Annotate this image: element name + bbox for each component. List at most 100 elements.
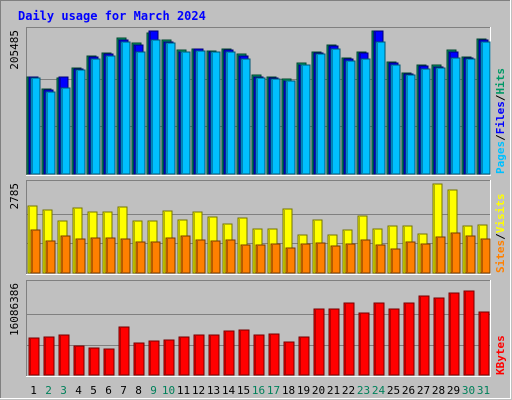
- bar-fill: [448, 292, 460, 376]
- bar-fill: [315, 242, 326, 274]
- bar-kbytes-day-12: [193, 334, 205, 376]
- bar-pages-day-7: [120, 41, 131, 175]
- bar-sites-day-18: [285, 247, 296, 274]
- x-tick-label-day-6: 6: [105, 384, 112, 397]
- bar-fill: [75, 69, 86, 175]
- bar-fill: [225, 51, 236, 175]
- bar-pages-day-11: [180, 51, 191, 175]
- legend-visitors: Sites/Visits: [494, 194, 507, 274]
- bar-sites-day-16: [255, 244, 266, 274]
- bar-pages-day-17: [270, 78, 281, 175]
- x-tick-label-day-8: 8: [135, 384, 142, 397]
- bar-fill: [450, 232, 461, 274]
- bar-sites-day-13: [210, 240, 221, 274]
- bar-kbytes-day-19: [298, 336, 310, 376]
- bar-kbytes-day-31: [478, 311, 490, 376]
- x-tick-label-day-25: 25: [387, 384, 400, 397]
- bar-fill: [418, 295, 430, 376]
- bar-fill: [30, 77, 41, 175]
- bar-fill: [90, 58, 101, 175]
- bar-fill: [180, 51, 191, 175]
- bar-sites-day-10: [165, 237, 176, 274]
- bar-fill: [270, 78, 281, 175]
- x-tick-label-day-15: 15: [237, 384, 250, 397]
- bar-fill: [465, 235, 476, 274]
- bar-pages-day-30: [465, 58, 476, 175]
- bar-pages-day-12: [195, 50, 206, 175]
- bar-fill: [268, 333, 280, 376]
- bar-sites-day-21: [330, 245, 341, 274]
- bar-fill: [463, 290, 475, 376]
- bar-fill: [60, 87, 71, 175]
- panel-kbytes: 16086386 KBytes: [8, 280, 507, 377]
- bar-pages-day-24: [375, 41, 386, 175]
- series-sites: [30, 229, 491, 274]
- bar-kbytes-day-23: [358, 312, 370, 376]
- bar-kbytes-day-28: [433, 297, 445, 376]
- x-tick-label-day-17: 17: [267, 384, 280, 397]
- bar-kbytes-day-7: [118, 326, 130, 376]
- bar-pages-day-9: [150, 39, 161, 175]
- bar-fill: [255, 244, 266, 274]
- bar-sites-day-22: [345, 243, 356, 274]
- x-tick-label-day-14: 14: [222, 384, 236, 397]
- series-kbytes: [28, 290, 490, 376]
- bar-sites-day-8: [135, 241, 146, 274]
- bar-sites-day-31: [480, 238, 491, 274]
- bar-fill: [315, 53, 326, 175]
- bar-pages-day-5: [90, 58, 101, 175]
- x-tick-label-day-30: 30: [462, 384, 475, 397]
- bar-fill: [45, 91, 56, 175]
- legend-separator: /: [494, 134, 507, 141]
- x-axis-labels: 1 2 3 4 5 6 7 8 9 10 11 12 13 14 15 16 17 18 19 20 21 22 23 24 2…: [30, 384, 490, 397]
- bar-fill: [328, 308, 340, 376]
- bar-fill: [390, 248, 401, 274]
- bar-fill: [223, 330, 235, 376]
- x-tick-label-day-22: 22: [342, 384, 355, 397]
- bar-fill: [210, 240, 221, 274]
- x-tick-label-day-1: 1: [30, 384, 37, 397]
- x-tick-label-day-24: 24: [372, 384, 386, 397]
- bar-fill: [240, 58, 251, 175]
- bar-kbytes-day-17: [268, 333, 280, 376]
- bar-fill: [283, 341, 295, 376]
- bar-fill: [43, 336, 55, 376]
- bar-kbytes-day-24: [373, 302, 385, 376]
- bar-kbytes-day-5: [88, 347, 100, 376]
- bar-fill: [480, 238, 491, 274]
- bar-fill: [28, 337, 40, 376]
- legend-item: KBytes: [494, 335, 507, 375]
- bar-fill: [450, 57, 461, 175]
- bar-kbytes-day-15: [238, 329, 250, 376]
- bar-kbytes-day-14: [223, 330, 235, 376]
- bar-fill: [375, 41, 386, 175]
- bar-pages-day-23: [360, 58, 371, 175]
- x-tick-label-day-23: 23: [357, 384, 370, 397]
- bar-pages-day-10: [165, 42, 176, 175]
- bar-kbytes-day-6: [103, 348, 115, 376]
- bar-fill: [225, 239, 236, 274]
- bar-pages-day-15: [240, 58, 251, 175]
- x-tick-label-day-27: 27: [417, 384, 430, 397]
- bar-sites-day-2: [45, 240, 56, 274]
- bar-fill: [58, 334, 70, 376]
- bar-fill: [253, 334, 265, 376]
- bar-pages-day-4: [75, 69, 86, 175]
- bar-fill: [180, 235, 191, 274]
- bar-fill: [103, 348, 115, 376]
- x-tick-label-day-16: 16: [252, 384, 265, 397]
- bar-fill: [105, 55, 116, 175]
- bar-pages-day-16: [255, 77, 266, 175]
- bar-fill: [210, 51, 221, 175]
- bar-fill: [240, 244, 251, 274]
- y-max-label-requests: 205485: [8, 30, 21, 70]
- chart-panels: 205485Pages/Files/Hits2785Sites/Visits16…: [8, 27, 507, 377]
- bar-fill: [435, 236, 446, 274]
- bar-fill: [420, 243, 431, 274]
- bar-kbytes-day-3: [58, 334, 70, 376]
- bar-pages-day-29: [450, 57, 461, 175]
- bar-sites-day-20: [315, 242, 326, 274]
- bar-sites-day-24: [375, 244, 386, 274]
- bar-fill: [405, 74, 416, 175]
